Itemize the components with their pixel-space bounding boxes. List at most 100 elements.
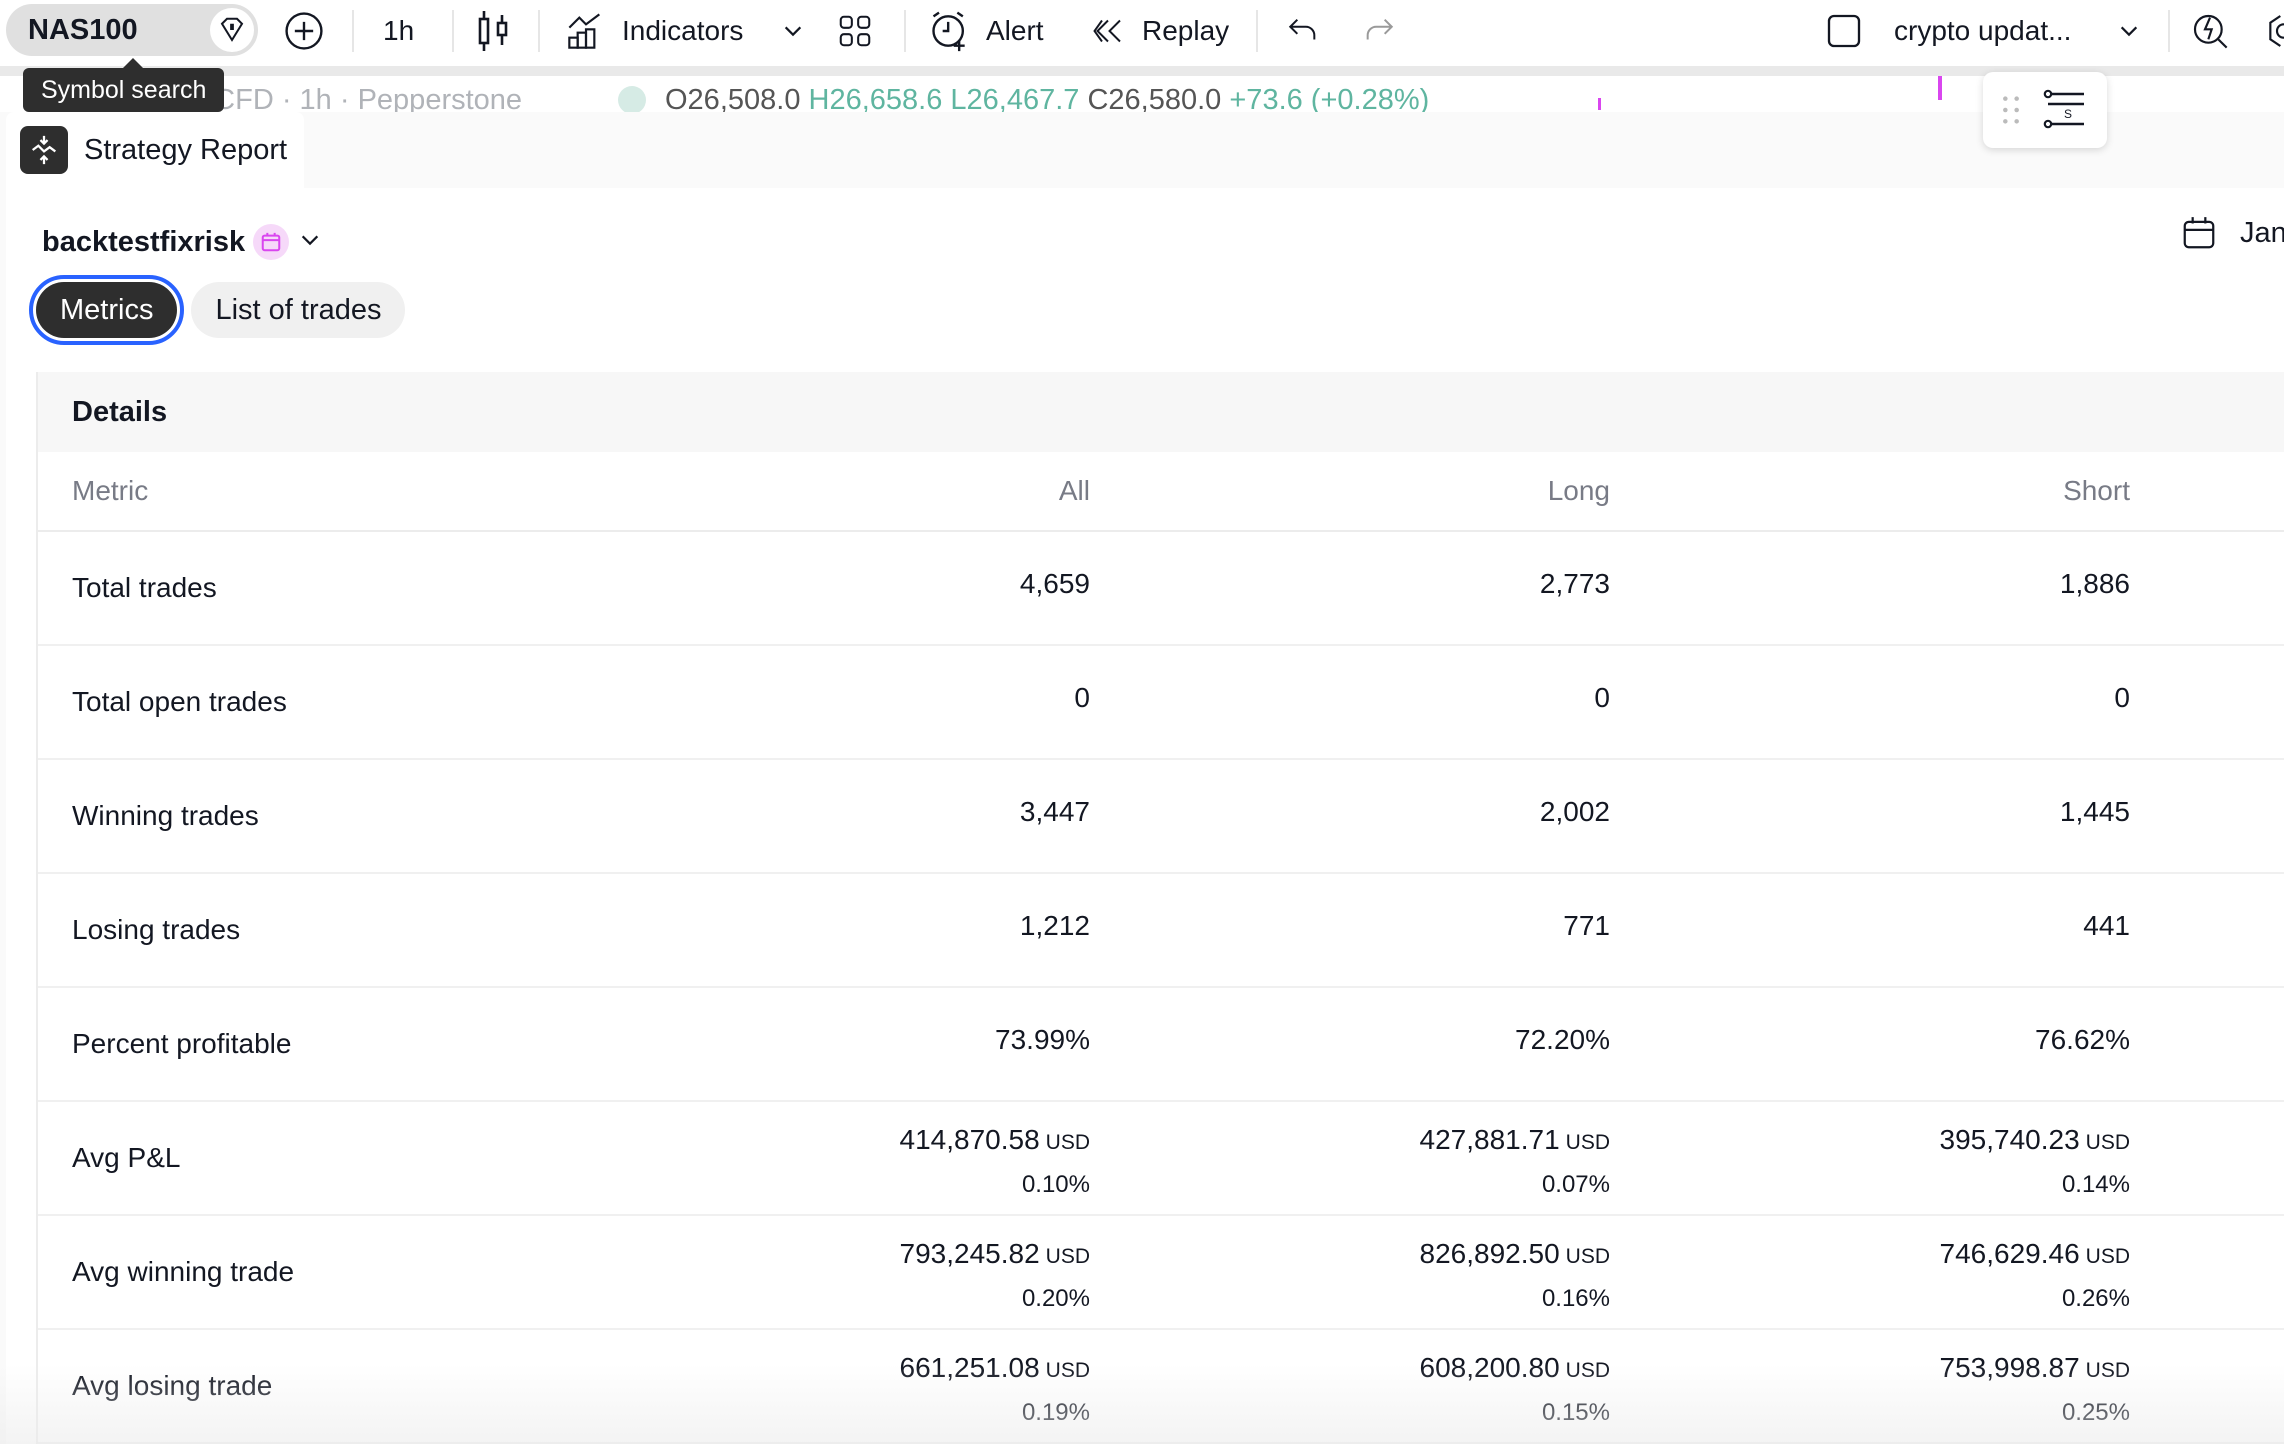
symbol-search-button[interactable]: NAS100 — [6, 4, 258, 56]
value-long: 0 — [1594, 682, 1610, 713]
report-content: backtestfixrisk Jan Metrics List of trad… — [6, 188, 2284, 1444]
undo-button[interactable] — [1286, 0, 1320, 62]
table-header: Metric All Long Short — [38, 452, 2284, 532]
top-toolbar: NAS100 1h Indicators Alert Replay crypto — [0, 0, 2284, 64]
metric-name: Avg P&L — [72, 1142, 181, 1173]
metric-name: Total trades — [72, 572, 217, 603]
table-row: Percent profitable 73.99% 72.20% 76.62% — [38, 988, 2284, 1102]
calendar-badge-icon — [253, 224, 290, 260]
value-all: 793,245.82 USD 0.20% — [899, 1238, 1090, 1312]
value-all: 1,212 — [1019, 910, 1090, 941]
value-long: 72.20% — [1515, 1024, 1610, 1055]
metric-name: Winning trades — [72, 800, 259, 831]
metrics-table: Details Metric All Long Short Total trad… — [36, 372, 2284, 1444]
value-all: 4,659 — [1019, 568, 1090, 599]
toolbar-separator — [2168, 10, 2170, 52]
interval-button[interactable]: 1h — [383, 15, 415, 46]
date-range-label: Jan — [2240, 216, 2284, 249]
lightning-search-icon — [2193, 14, 2228, 49]
legend-close: C26,580.0 — [1087, 84, 1222, 112]
value-long: 826,892.50 USD 0.16% — [1419, 1238, 1610, 1312]
strategy-report-panel: Strategy Report backtestfixrisk Jan Metr… — [0, 112, 2284, 1444]
tab-metrics[interactable]: Metrics — [28, 275, 185, 345]
value-long: 771 — [1563, 910, 1610, 941]
date-range-picker[interactable]: Jan — [2180, 214, 2284, 252]
add-symbol-button[interactable] — [282, 0, 326, 62]
alert-button[interactable]: Alert — [928, 0, 1044, 62]
market-status-icon — [618, 86, 646, 112]
floating-toolbar: S — [1983, 72, 2107, 148]
chart-legend: h CFD · 1h · Pepperstone O26,508.0 H26,6… — [0, 76, 2284, 112]
value-all: 661,251.08 USD 0.19% — [899, 1352, 1090, 1426]
table-row: Avg winning trade 793,245.82 USD 0.20% 826… — [38, 1216, 2284, 1330]
value-short: 746,629.46 USD 0.26% — [1939, 1238, 2130, 1312]
toolbar-separator — [904, 10, 906, 52]
value-all: 414,870.58 USD 0.10% — [899, 1124, 1090, 1198]
redo-button[interactable] — [1362, 0, 1396, 62]
value-short: 753,998.87 USD 0.25% — [1939, 1352, 2130, 1426]
indicators-button[interactable]: Indicators — [566, 0, 743, 62]
chevron-down-icon — [2120, 26, 2138, 37]
drag-handle-icon[interactable] — [2002, 93, 2020, 127]
plus-circle-icon — [285, 12, 323, 50]
column-metric: Metric — [72, 475, 149, 506]
alert-label: Alert — [986, 15, 1044, 46]
table-row: Winning trades 3,447 2,002 1,445 — [38, 760, 2284, 874]
templates-button[interactable] — [836, 0, 874, 62]
grid-icon — [839, 15, 871, 47]
layout-name: crypto updat... — [1894, 15, 2072, 46]
value-short: 76.62% — [2035, 1024, 2130, 1055]
redo-icon — [1366, 18, 1394, 40]
indicators-label: Indicators — [622, 15, 744, 46]
chevron-down-icon — [299, 229, 321, 256]
svg-text:S: S — [2064, 107, 2072, 121]
chart-type-button[interactable] — [476, 0, 512, 62]
table-row: Avg P&L 414,870.58 USD 0.10% 427,881.71 USD… — [38, 1102, 2284, 1216]
layout-button[interactable]: crypto updat... — [1824, 0, 2071, 62]
report-tabs: Metrics List of trades — [28, 275, 406, 345]
indicators-icon — [568, 13, 600, 49]
value-long: 2,773 — [1539, 568, 1610, 599]
legend-ohlc: O26,508.0 H26,658.6 L26,467.7 C26,580.0 … — [665, 84, 1429, 112]
legend-low: L26,467.7 — [950, 84, 1080, 112]
metric-name: Total open trades — [72, 686, 287, 717]
quick-search-button[interactable] — [2190, 0, 2230, 62]
metric-name: Avg losing trade — [72, 1370, 273, 1401]
column-all: All — [1058, 475, 1090, 506]
calendar-icon — [2183, 217, 2215, 249]
toolbar-separator — [452, 10, 454, 52]
toolbar-divider — [0, 66, 2284, 76]
settings-button[interactable] — [2262, 0, 2284, 62]
layout-square-icon — [1827, 14, 1861, 48]
legend-change: +73.6 (+0.28%) — [1229, 84, 1430, 112]
column-long: Long — [1547, 475, 1610, 506]
table-row: Total trades 4,659 2,773 1,886 — [38, 532, 2284, 646]
layout-dropdown-button[interactable] — [2118, 0, 2140, 62]
candlestick-icon — [478, 11, 508, 51]
value-all: 3,447 — [1019, 796, 1090, 827]
table-row: Losing trades 1,212 771 441 — [38, 874, 2284, 988]
strategy-report-icon — [20, 126, 68, 174]
rewind-icon — [1093, 19, 1121, 43]
value-short: 0 — [2114, 682, 2130, 713]
legend-open: O26,508.0 — [665, 84, 801, 112]
column-short: Short — [2063, 475, 2130, 506]
replay-button[interactable]: Replay — [1090, 0, 1229, 62]
signal-marker — [1598, 98, 1601, 110]
value-short: 1,445 — [2059, 796, 2130, 827]
symbol-flag-icon[interactable] — [210, 8, 254, 52]
value-all: 0 — [1074, 682, 1090, 713]
value-short: 1,886 — [2059, 568, 2130, 599]
undo-icon — [1288, 18, 1316, 40]
value-all: 73.99% — [995, 1024, 1090, 1055]
tab-list-of-trades[interactable]: List of trades — [191, 282, 406, 338]
strategy-report-tab[interactable]: Strategy Report — [6, 112, 304, 188]
toolbar-separator — [1256, 10, 1258, 52]
strategy-settings-icon[interactable]: S — [2040, 86, 2088, 134]
strategy-report-label: Strategy Report — [84, 133, 288, 166]
toolbar-separator — [352, 10, 354, 52]
toolbar-separator — [538, 10, 540, 52]
strategy-selector[interactable]: backtestfixrisk — [42, 224, 321, 260]
indicators-dropdown-button[interactable] — [782, 0, 804, 62]
gear-icon — [2269, 15, 2284, 47]
